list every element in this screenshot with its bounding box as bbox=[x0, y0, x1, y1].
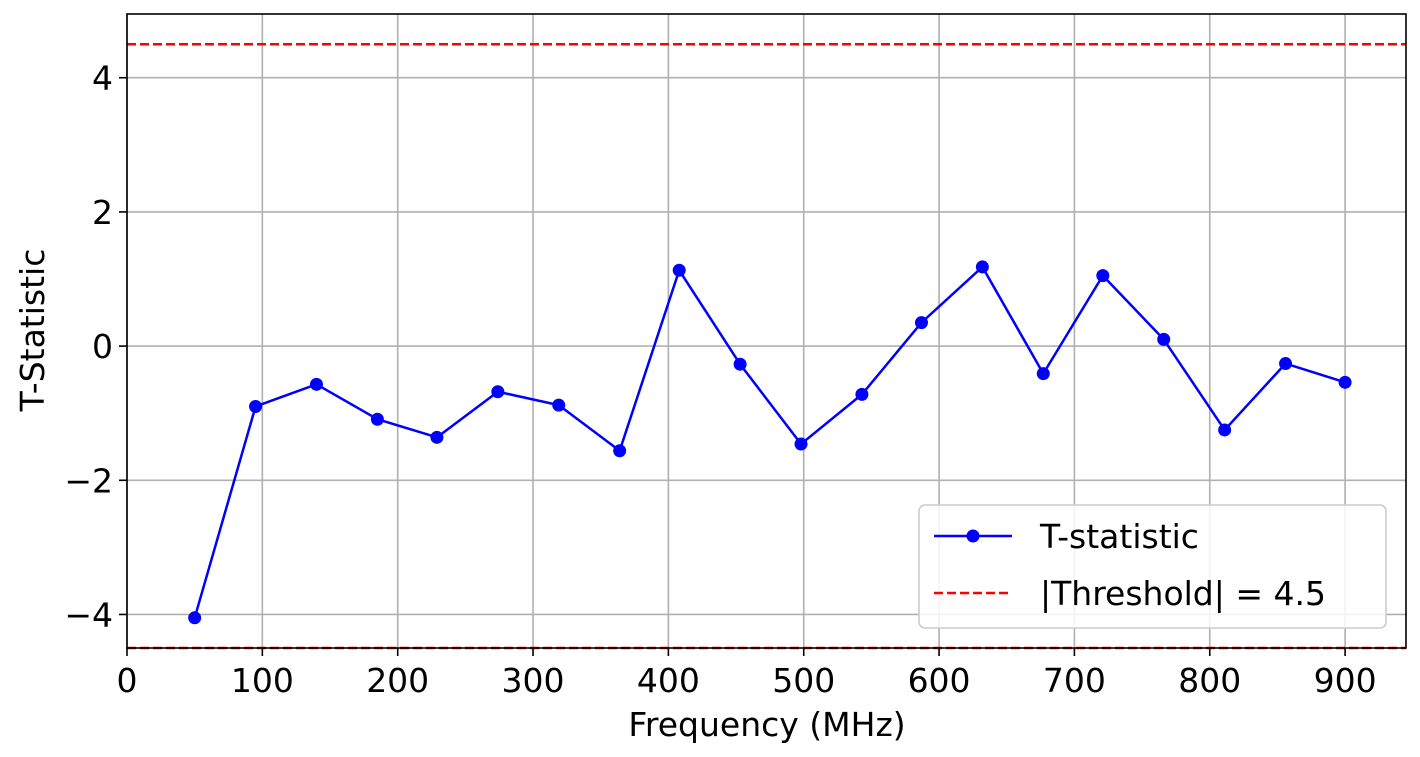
x-axis-title: Frequency (MHz) bbox=[628, 705, 905, 744]
data-point bbox=[975, 260, 989, 274]
data-point bbox=[491, 385, 505, 399]
data-point bbox=[1279, 357, 1293, 371]
x-tick-label: 900 bbox=[1314, 661, 1377, 700]
y-tick-label: −2 bbox=[64, 461, 113, 500]
y-tick-label: 2 bbox=[92, 193, 113, 232]
data-point bbox=[188, 611, 202, 625]
x-tick-label: 300 bbox=[502, 661, 565, 700]
data-point bbox=[613, 444, 627, 458]
data-point bbox=[1338, 375, 1352, 389]
data-point bbox=[249, 399, 263, 413]
y-tick-label: 0 bbox=[92, 327, 113, 366]
legend: T-statistic |Threshold| = 4.5 bbox=[918, 504, 1387, 629]
data-point bbox=[430, 430, 444, 444]
series-line bbox=[193, 265, 1346, 619]
data-point bbox=[794, 437, 808, 451]
y-axis-ticks: −4 −2 0 2 4 bbox=[64, 59, 127, 634]
x-tick-label: 700 bbox=[1043, 661, 1106, 700]
series-layer bbox=[188, 260, 1352, 625]
legend-series-label: T-statistic bbox=[1039, 517, 1199, 556]
data-point bbox=[1096, 269, 1110, 283]
x-tick-label: 0 bbox=[117, 661, 138, 700]
data-point bbox=[552, 398, 566, 412]
y-axis-title: T-Statistic bbox=[13, 249, 52, 413]
x-tick-label: 200 bbox=[366, 661, 429, 700]
data-point bbox=[1218, 423, 1232, 437]
x-tick-label: 800 bbox=[1178, 661, 1241, 700]
plot-area-frame bbox=[126, 13, 1407, 649]
data-point bbox=[1157, 332, 1171, 346]
data-point bbox=[370, 412, 384, 426]
legend-box bbox=[918, 504, 1387, 629]
data-point bbox=[672, 263, 686, 277]
data-point bbox=[733, 357, 747, 371]
grid bbox=[126, 14, 1406, 648]
y-tick-label: 4 bbox=[92, 59, 113, 98]
y-tick-label: −4 bbox=[64, 595, 113, 634]
x-axis-ticks: 0 100 200 300 400 500 600 700 800 900 bbox=[117, 648, 1377, 700]
data-point bbox=[309, 377, 323, 391]
x-tick-label: 600 bbox=[908, 661, 971, 700]
data-point bbox=[855, 387, 869, 401]
legend-series-marker-sample bbox=[966, 529, 980, 543]
data-point bbox=[914, 316, 928, 330]
data-point bbox=[1036, 367, 1050, 381]
x-tick-label: 400 bbox=[637, 661, 700, 700]
x-tick-label: 500 bbox=[772, 661, 835, 700]
x-tick-label: 100 bbox=[231, 661, 294, 700]
legend-threshold-label: |Threshold| = 4.5 bbox=[1040, 574, 1326, 613]
